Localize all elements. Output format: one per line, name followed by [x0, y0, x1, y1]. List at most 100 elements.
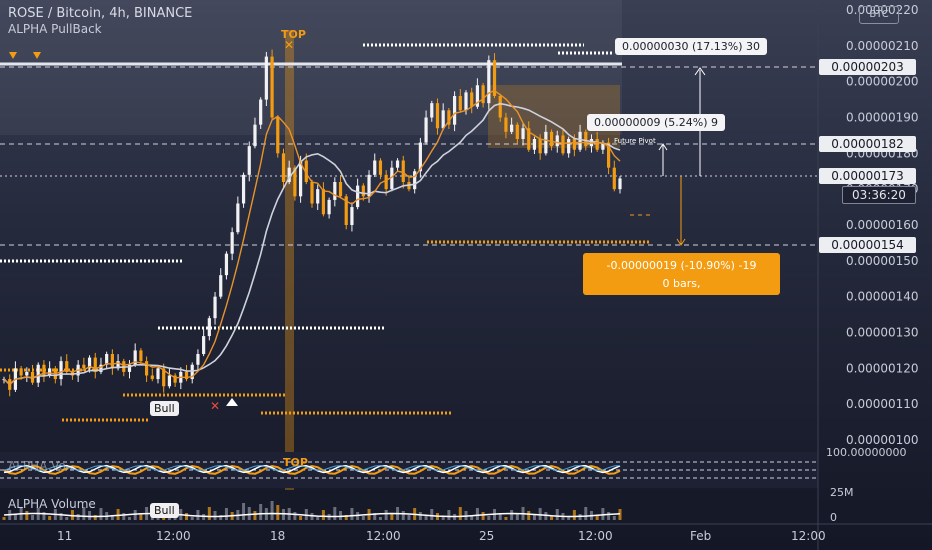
candle-body	[578, 131, 582, 150]
volume-bar	[48, 516, 52, 520]
candle-body	[561, 135, 565, 154]
x-label-1: 12:00	[156, 529, 191, 543]
up-triangle	[226, 398, 238, 406]
volume-bar	[139, 514, 143, 520]
volume-bar	[219, 515, 223, 520]
volume-bar	[607, 512, 611, 520]
measure-arrow-small-head	[658, 143, 668, 151]
x-label-2: 18	[270, 529, 286, 543]
candle-body	[19, 368, 23, 376]
bull-badge: Bull	[150, 401, 179, 416]
future-pivot-label: Future Pivot	[614, 137, 656, 145]
candle-body	[350, 207, 354, 225]
candle-body	[521, 128, 525, 139]
volume-bar	[584, 507, 588, 520]
y-tick-label: 0.00000120	[846, 361, 919, 375]
volume-bar	[173, 516, 177, 520]
volume-bar	[293, 512, 297, 520]
candle-body	[173, 375, 177, 383]
candle-body	[435, 103, 440, 129]
callout-down-line1: -0.00000019 (-10.90%) -19	[606, 259, 757, 272]
symbol-title: ROSE / Bitcoin, 4h, BINANCE	[8, 6, 193, 21]
candle-body	[219, 275, 223, 297]
volume-bar	[207, 507, 211, 520]
bull-badge-lower: Bull	[150, 503, 179, 518]
candle-body	[167, 375, 172, 387]
candle-body	[527, 128, 531, 150]
candle-body	[133, 350, 137, 365]
candle-body	[110, 354, 114, 369]
x-label-6: Feb	[690, 529, 712, 543]
candle-body	[150, 375, 154, 380]
volume-bar	[190, 517, 194, 520]
candle-body	[584, 131, 588, 147]
candle-body	[475, 85, 480, 107]
volume-bar	[424, 516, 428, 520]
price-tag-bottom: 0.00000154	[819, 237, 916, 253]
candle-body	[532, 139, 537, 150]
candle-body	[356, 185, 360, 208]
candle-body	[321, 189, 326, 215]
volume-bar	[304, 509, 308, 520]
volume-bar	[299, 516, 303, 520]
candle-body	[401, 160, 405, 182]
candle-body	[601, 142, 605, 150]
y-tick-label: 0.00000190	[846, 111, 919, 125]
volume-bar	[247, 507, 251, 520]
volume-bar	[76, 514, 80, 520]
candle-body	[430, 103, 434, 118]
volume-bar	[59, 513, 63, 520]
volume-bar	[481, 512, 485, 520]
candle-body	[230, 232, 234, 254]
y-tick-label: 0.00000200	[846, 75, 919, 89]
candle-body	[458, 96, 462, 111]
candle-body	[424, 117, 428, 143]
candle-body	[378, 160, 383, 175]
candle-body	[287, 167, 291, 182]
volume-bar	[333, 507, 337, 520]
volume-bar	[373, 513, 377, 520]
candle-body	[156, 368, 160, 380]
candle-body	[162, 368, 166, 387]
currency-button[interactable]: BTC	[859, 6, 899, 24]
candle-body	[25, 371, 29, 376]
candle-body	[390, 167, 394, 190]
candle-body	[310, 182, 314, 204]
y-tick-label: 0.00000210	[846, 39, 919, 53]
candle-body	[190, 364, 194, 380]
candle-body	[555, 135, 559, 147]
callout-up-big: 0.00000030 (17.13%) 30	[615, 38, 767, 55]
candle-body	[544, 131, 548, 154]
candle-body	[59, 361, 63, 380]
candle-body	[361, 185, 365, 197]
volume-bar	[470, 515, 474, 520]
candle-body	[338, 182, 343, 197]
countdown-tag: 03:36:20	[842, 186, 916, 204]
candle-body	[276, 117, 280, 154]
volume-bar	[281, 509, 285, 520]
oscillator-axis-label: 100.00000000	[826, 446, 907, 459]
volume-bar	[612, 516, 616, 520]
down-triangle-2	[33, 52, 41, 59]
candle-body	[612, 167, 616, 190]
top-band	[285, 30, 294, 520]
candle-body	[82, 364, 86, 369]
candle-body	[127, 364, 132, 372]
volume-bar	[88, 511, 92, 520]
y-tick-label: 0.00000110	[846, 397, 919, 411]
ma-orange-line	[3, 89, 621, 386]
volume-bar	[430, 509, 434, 520]
price-tag-mid: 0.00000182	[819, 136, 916, 152]
candle-body	[65, 361, 69, 372]
volume-bar	[601, 508, 605, 520]
volume-bar	[110, 516, 114, 520]
candle-body	[241, 174, 246, 204]
candle-body	[373, 160, 377, 175]
y-tick-label: 0.00000130	[846, 326, 919, 340]
callout-up-small: 0.00000009 (5.24%) 9	[587, 114, 726, 131]
price-tag-top: 0.00000203	[819, 59, 916, 75]
candle-body	[481, 85, 485, 104]
oscillator-line-orange	[3, 464, 621, 475]
